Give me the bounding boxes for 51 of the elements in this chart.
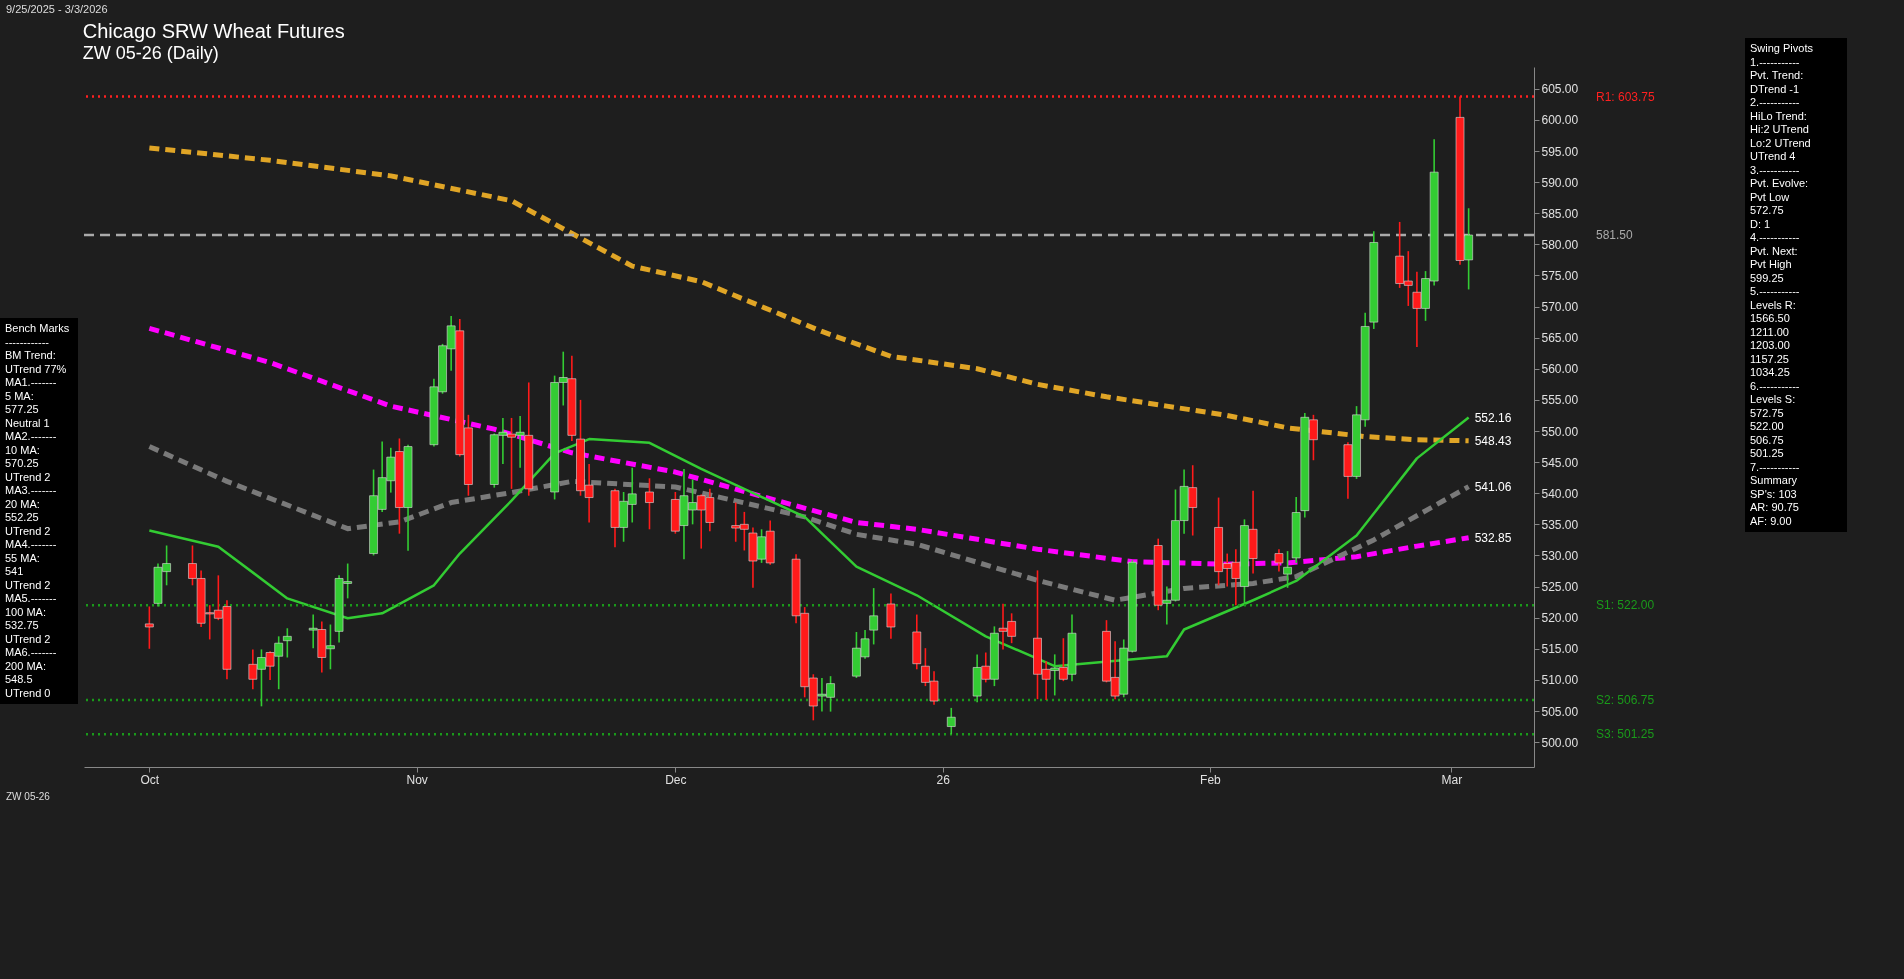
y-tick-label: 555.00 [1541,393,1579,408]
x-tick-label: 26 [936,772,951,787]
candlestick [886,592,896,640]
chart-title: Chicago SRW Wheat Futures [82,20,345,42]
x-tick-label: Dec [665,772,687,787]
candlestick [1274,548,1284,573]
candlestick [145,605,154,650]
text: ZW 05-26 [5,790,51,804]
ref-line-label: R1: 603.75 [1596,89,1656,104]
candlestick [1283,550,1292,589]
candlestick [645,477,654,531]
ref-line-label: S1: 522.00 [1596,598,1655,613]
chart-subtitle: ZW 05-26 (Daily) [82,43,219,63]
x-tick-label: Feb [1200,772,1222,787]
ref-line-label: S2: 506.75 [1596,693,1655,708]
y-tick-label: 570.00 [1541,300,1579,315]
y-tick-label: 515.00 [1541,642,1579,657]
y-tick-label: 550.00 [1541,424,1579,439]
y-tick-label: 595.00 [1541,144,1579,159]
annotation: 552.16 [1474,410,1512,425]
text: Bench Marks ------------ BM Trend: UTrend 77% MA1.------- 5 MA: 577.25 Neutral 1 MA2.------- 10 MA: 570.25 UTrend 2 MA3.------- 20 MA: 552.25 UTrend 2 MA4.------- 55 MA: 541 UTrend 2 MA5.------- 100 MA: 532.75 UTrend 2 MA6.------- 200 MA: 548.5 UTrend 0 [5,322,70,699]
y-tick-label: 605.00 [1541,82,1579,97]
y-tick-label: 525.00 [1541,580,1579,595]
annotation: 548.43 [1474,433,1512,448]
y-tick-label: 580.00 [1541,237,1579,252]
y-tick-label: 600.00 [1541,113,1579,128]
ref-line-label: 581.50 [1596,228,1634,242]
y-tick-label: 530.00 [1541,548,1579,563]
y-tick-label: 560.00 [1541,362,1579,377]
annotation: 541.06 [1474,479,1512,494]
y-tick-label: 565.00 [1541,331,1579,346]
y-tick-label: 590.00 [1541,175,1579,190]
y-tick-label: 535.00 [1541,517,1579,532]
y-tick-label: 510.00 [1541,673,1579,688]
y-tick-label: 540.00 [1541,486,1579,501]
text: 9/25/2025 - 3/3/2026 [5,2,109,17]
candlestick [869,587,878,646]
annotation: 532.85 [1474,530,1512,545]
x-tick-label: Mar [1441,772,1463,787]
y-tick-label: 500.00 [1541,735,1579,750]
y-tick-label: 520.00 [1541,611,1579,626]
ref-line-label: S3: 501.25 [1596,727,1655,742]
y-tick-label: 585.00 [1541,206,1579,221]
x-tick-label: Nov [406,772,428,787]
candlestick [946,707,956,736]
y-tick-label: 575.00 [1541,268,1579,283]
y-tick-label: 505.00 [1541,704,1579,719]
x-tick-label: Oct [140,772,160,787]
text: Swing Pivots 1.----------- Pvt. Trend: DTrend -1 2.----------- HiLo Trend: Hi:2 UTrend Lo:2 UTrend UTrend 4 3.----------- Pvt. Evolve: Pvt Low 572.75 D: 1 4.----------- Pvt. Next: Pvt High 599.25 5.----------- Levels R: 1566.50 1211.00 1203.00 1157.25 1034.25 6.----------- Levels S: 572.75 522.00 506.75 501.25 7.----------- Summary SP's: 103 AR: 90.75 AF: 9.00 [1750,42,1813,527]
y-tick-label: 545.00 [1541,455,1579,470]
candlestick [283,627,292,659]
